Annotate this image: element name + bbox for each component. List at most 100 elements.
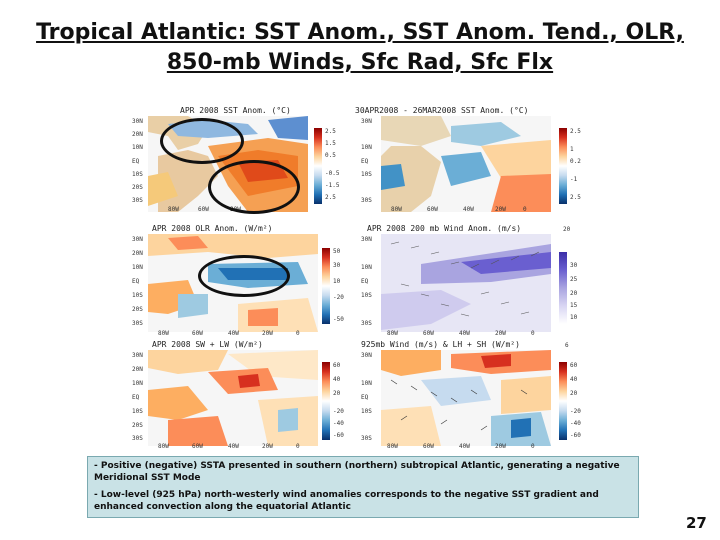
- wind-reference: 20: [563, 226, 571, 233]
- lat-label: 30S: [132, 435, 143, 442]
- lat-label: 20N: [132, 250, 143, 257]
- colorbar-label: 20: [333, 390, 341, 397]
- colorbar-label: -60: [333, 432, 344, 439]
- lat-label: 30N: [132, 118, 143, 125]
- lat-label: EQ: [361, 394, 369, 401]
- page-number: 27: [686, 514, 707, 532]
- rad-colorbar: [322, 362, 330, 440]
- lat-label: 10S: [132, 171, 143, 178]
- colorbar-label: -0.5: [325, 170, 340, 177]
- lat-label: 10S: [361, 292, 372, 299]
- colorbar-label: 2.5: [325, 194, 336, 201]
- lon-label: 20W: [495, 330, 506, 337]
- colorbar-label: 15: [570, 302, 578, 309]
- lat-label: 10S: [132, 292, 143, 299]
- lon-label: 60W: [423, 443, 434, 450]
- flux-map: [381, 350, 551, 446]
- colorbar-label: 60: [570, 362, 578, 369]
- colorbar-label: -20: [333, 408, 344, 415]
- lat-label: 30S: [361, 435, 372, 442]
- lat-label: 10N: [132, 380, 143, 387]
- lon-label: 20W: [495, 206, 506, 213]
- sst-colorbar: [314, 128, 322, 204]
- lon-label: 40W: [459, 443, 470, 450]
- lat-label: 10N: [132, 264, 143, 271]
- panel-title: APR 2008 OLR Anom. (W/m²): [152, 224, 273, 233]
- colorbar-label: 30: [333, 262, 341, 269]
- colorbar-label: 2.5: [325, 128, 336, 135]
- lon-label: 60W: [198, 206, 209, 213]
- panel-sst-tendency: 30APR2008 - 26MAR2008 SST Anom. (°C) 30N…: [355, 106, 587, 214]
- lat-label: 30S: [361, 320, 372, 327]
- lat-label: EQ: [361, 278, 369, 285]
- lat-label: 20N: [132, 366, 143, 373]
- colorbar-label: -1.5: [325, 182, 340, 189]
- lon-label: 40W: [228, 330, 239, 337]
- lat-label: 10S: [361, 171, 372, 178]
- lon-label: 20W: [262, 443, 273, 450]
- lat-label: 20S: [132, 306, 143, 313]
- lat-label: 30N: [361, 236, 372, 243]
- lat-label: 10S: [132, 408, 143, 415]
- colorbar-label: 20: [570, 290, 578, 297]
- lon-label: 80W: [158, 330, 169, 337]
- highlight-ellipse: [198, 255, 290, 297]
- panel-title: APR 2008 SST Anom. (°C): [180, 106, 291, 115]
- lon-label: 60W: [427, 206, 438, 213]
- lon-label: 80W: [387, 330, 398, 337]
- colorbar-label: 10: [570, 314, 578, 321]
- lon-label: 80W: [387, 443, 398, 450]
- lat-label: 10N: [361, 264, 372, 271]
- lat-label: 20S: [132, 184, 143, 191]
- colorbar-label: 50: [333, 248, 341, 255]
- panel-200mb-wind: APR 2008 200 mb Wind Anom. (m/s) 20 30N …: [355, 224, 587, 337]
- lon-label: 40W: [459, 330, 470, 337]
- panel-title: 30APR2008 - 26MAR2008 SST Anom. (°C): [355, 106, 529, 115]
- lat-label: 20N: [132, 131, 143, 138]
- panel-925mb-flux: 925mb Wind (m/s) & LH + SH (W/m²) 6 30N …: [355, 340, 587, 450]
- panel-title: APR 2008 SW + LW (W/m²): [152, 340, 263, 349]
- note-item: - Positive (negative) SSTA presented in …: [94, 461, 620, 483]
- lat-label: 30N: [361, 352, 372, 359]
- wind-200mb-field: [381, 234, 551, 332]
- lon-label: 20W: [262, 330, 273, 337]
- wind-200mb-map: [381, 234, 551, 332]
- tendency-colorbar: [559, 128, 567, 204]
- colorbar-label: 20: [570, 390, 578, 397]
- colorbar-label: 25: [570, 276, 578, 283]
- colorbar-label: 10: [333, 278, 341, 285]
- lat-label: 30S: [361, 197, 372, 204]
- lat-label: 30N: [132, 352, 143, 359]
- colorbar-label: 1.5: [325, 140, 336, 147]
- sw-lw-map: [148, 350, 318, 446]
- flux-colorbar: [559, 362, 567, 440]
- sst-tendency-field: [381, 116, 551, 212]
- colorbar-label: 2.5: [570, 128, 581, 135]
- highlight-ellipse: [208, 160, 300, 214]
- lon-label: 40W: [463, 206, 474, 213]
- lat-label: 30N: [361, 118, 372, 125]
- lat-label: 10S: [361, 408, 372, 415]
- colorbar-label: 0.2: [570, 158, 581, 165]
- colorbar-label: -60: [570, 432, 581, 439]
- highlight-ellipse: [160, 118, 244, 164]
- flux-field: [381, 350, 551, 446]
- lat-label: 10N: [361, 380, 372, 387]
- notes-box: - Positive (negative) SSTA presented in …: [87, 456, 639, 518]
- lon-label: 60W: [423, 330, 434, 337]
- lat-label: 20S: [132, 422, 143, 429]
- colorbar-label: 2.5: [570, 194, 581, 201]
- lat-label: 10N: [132, 144, 143, 151]
- colorbar-label: -20: [570, 408, 581, 415]
- colorbar-label: -40: [333, 420, 344, 427]
- lat-label: EQ: [132, 278, 140, 285]
- lon-label: 80W: [391, 206, 402, 213]
- lon-label: 0: [523, 206, 527, 213]
- panel-sw-lw: APR 2008 SW + LW (W/m²) 30N 20N 10N EQ 1…: [132, 340, 354, 450]
- lon-label: 40W: [228, 443, 239, 450]
- panel-title: APR 2008 200 mb Wind Anom. (m/s): [367, 224, 522, 233]
- lat-label: EQ: [132, 158, 140, 165]
- lat-label: 30S: [132, 320, 143, 327]
- wind-reference: 6: [565, 342, 569, 349]
- note-item: - Low-level (925 hPa) north-westerly win…: [94, 490, 599, 512]
